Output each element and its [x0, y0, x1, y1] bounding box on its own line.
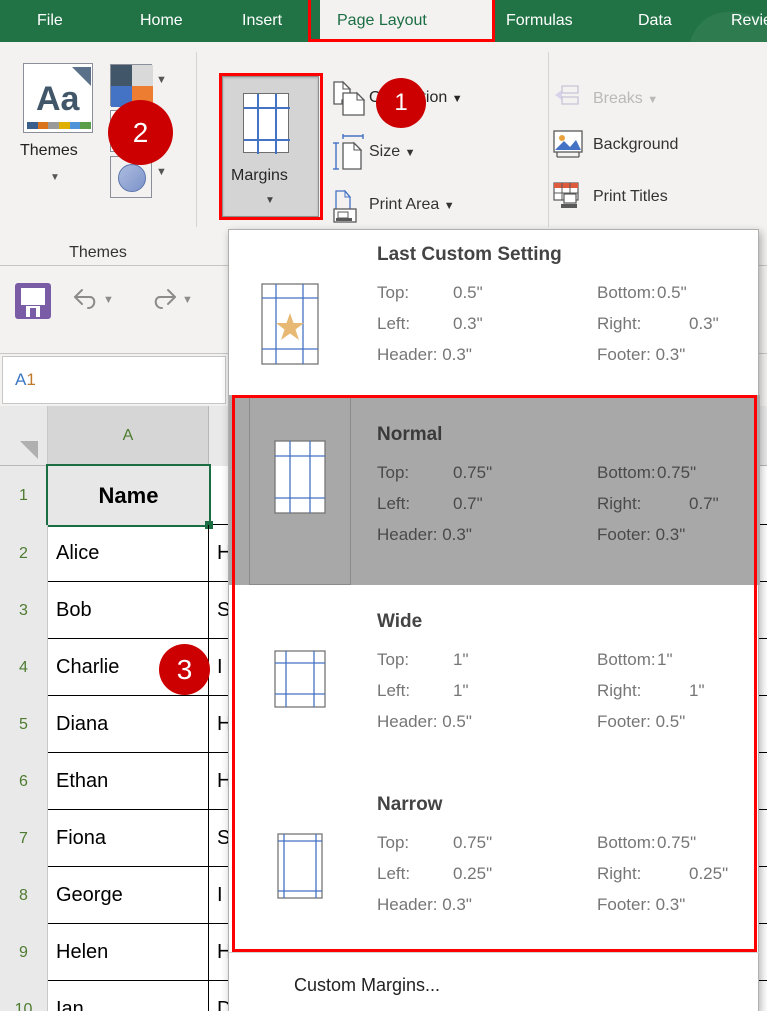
- svg-text:Aa: Aa: [36, 80, 81, 118]
